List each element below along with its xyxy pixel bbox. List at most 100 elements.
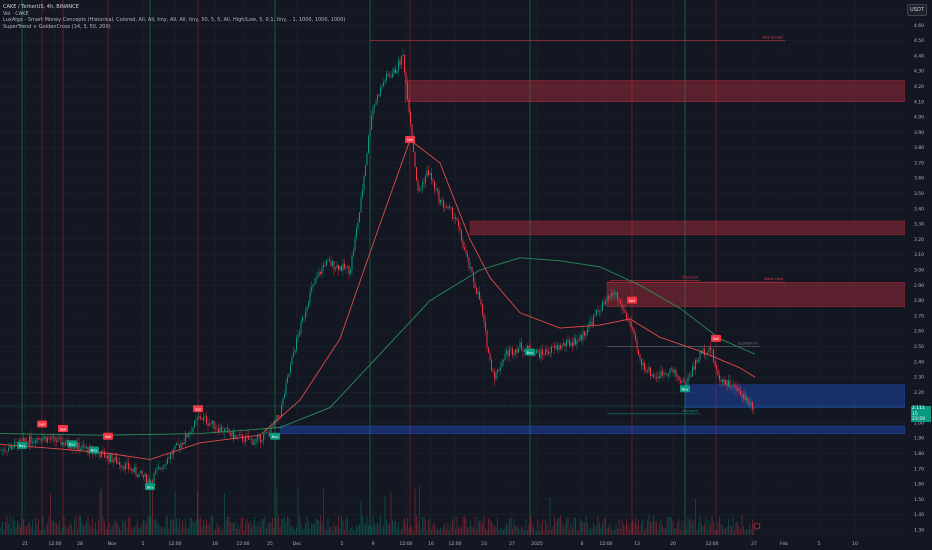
legend-supertrend-indicator[interactable]: SuperTrend + GoldenCross (14, 3, 50, 200…: [3, 23, 111, 30]
time-axis[interactable]: 21 12:00 28 Nov 5 12:00 18 12:00 25 Dec 5 9 12:00 16 1…: [0, 535, 905, 550]
candle-body: [360, 197, 362, 213]
candle-body: [324, 265, 326, 266]
candle-body: [125, 463, 126, 470]
sell-signal[interactable]: Sell: [193, 405, 203, 413]
legend-volume[interactable]: Vol · CAKE: [3, 10, 29, 17]
volume-bar: [456, 516, 458, 535]
candle-body: [684, 379, 686, 388]
candle-body: [440, 200, 441, 203]
volume-bar: [455, 529, 456, 535]
candle-body: [585, 332, 587, 336]
buy-signal[interactable]: Buy: [89, 446, 99, 454]
replay-icon[interactable]: [753, 522, 761, 530]
volume-bar: [587, 522, 588, 535]
demand-zone[interactable]: [279, 425, 906, 434]
sell-signal[interactable]: Sell: [711, 334, 721, 342]
sell-signal[interactable]: Sell: [58, 425, 68, 433]
volume-bar: [275, 518, 276, 535]
volume-bar: [191, 517, 192, 535]
buy-signal-box: [680, 385, 690, 393]
candle-body: [339, 266, 341, 271]
volume-bar: [738, 526, 740, 535]
buy-signal[interactable]: Buy: [680, 385, 690, 393]
buy-signal-box: [67, 440, 77, 448]
sell-signal[interactable]: Sell: [405, 136, 415, 143]
volume-bar: [276, 486, 278, 535]
candle-body: [711, 349, 713, 351]
supply-zone[interactable]: [404, 80, 906, 103]
last-price-value: 2.111: [912, 406, 925, 411]
volume-bar: [558, 517, 560, 535]
volume-bar: [447, 522, 449, 535]
candle-body: [75, 447, 77, 449]
sell-signal-box: [103, 432, 113, 440]
candle-body: [462, 240, 464, 248]
candle-body: [624, 309, 626, 313]
price-axis[interactable]: 4.704.604.504.404.304.204.104.003.903.80…: [905, 0, 932, 550]
volume-bar: [441, 530, 443, 535]
candle-body: [675, 370, 677, 377]
candle-body: [239, 434, 240, 436]
legend-symbol[interactable]: CAKE / TetherUS, 4h, BINANCE: [3, 4, 79, 10]
y-tick-label: 4.10: [914, 99, 924, 105]
candle-body: [491, 360, 492, 371]
volume-bar: [300, 522, 302, 535]
volume-bar: [486, 530, 488, 535]
volume-bar: [60, 530, 62, 535]
buy-signal[interactable]: Buy: [67, 440, 77, 448]
volume-bar: [720, 524, 722, 535]
candle-body: [455, 217, 456, 219]
volume-bar: [234, 520, 236, 535]
legend-smc-indicator[interactable]: LuxAlgo - Smart Money Concepts (Historic…: [3, 17, 346, 24]
volume-bar: [107, 529, 108, 535]
candle-body: [168, 458, 170, 459]
volume-bar: [8, 524, 9, 535]
sell-signal[interactable]: Sell: [37, 420, 47, 428]
demand-zone[interactable]: [684, 384, 906, 408]
candle-body: [8, 448, 9, 452]
sell-signal-label: Sell: [105, 435, 112, 439]
volume-bar: [101, 487, 102, 535]
sell-signal[interactable]: Sell: [627, 296, 637, 304]
supply-zone[interactable]: [606, 281, 906, 307]
volume-bar: [516, 524, 518, 535]
volume-bar: [344, 529, 345, 535]
volume-bar: [366, 516, 368, 535]
volume-bar: [606, 527, 608, 535]
candle-body: [641, 358, 642, 366]
volume-bar: [750, 529, 752, 535]
buy-signal[interactable]: Buy: [145, 483, 155, 491]
volume-bar: [707, 529, 708, 535]
volume-bar: [701, 523, 702, 535]
volume-bar: [651, 521, 653, 535]
supply-zone[interactable]: [469, 220, 906, 236]
volume-bar: [59, 520, 60, 535]
volume-bar: [468, 527, 470, 535]
volume-bar: [147, 516, 149, 535]
buy-signal[interactable]: Buy: [17, 441, 27, 449]
x-tick-label: Feb: [780, 541, 788, 547]
buy-signal[interactable]: Buy: [270, 432, 280, 440]
buy-signal[interactable]: Buy: [525, 348, 535, 356]
candle-body: [57, 437, 59, 442]
candle-body: [476, 288, 477, 294]
volume-bar: [459, 526, 461, 535]
sell-signal[interactable]: Sell: [103, 432, 113, 440]
volume-bar: [384, 495, 386, 535]
candle-body: [417, 180, 419, 191]
candle-body: [464, 247, 465, 251]
volume-bars: [0, 486, 755, 535]
volume-bar: [404, 517, 405, 535]
candle-body: [107, 455, 108, 459]
volume-bar: [566, 518, 567, 535]
volume-bar: [369, 522, 371, 535]
volume-bar: [270, 523, 272, 535]
volume-bar: [662, 525, 663, 535]
currency-selector[interactable]: USDT: [907, 4, 927, 16]
x-tick-label: 13: [634, 541, 640, 547]
candle-body: [335, 268, 336, 270]
candle-body: [594, 314, 596, 316]
candle-body: [698, 359, 699, 362]
volume-bar: [258, 521, 260, 535]
